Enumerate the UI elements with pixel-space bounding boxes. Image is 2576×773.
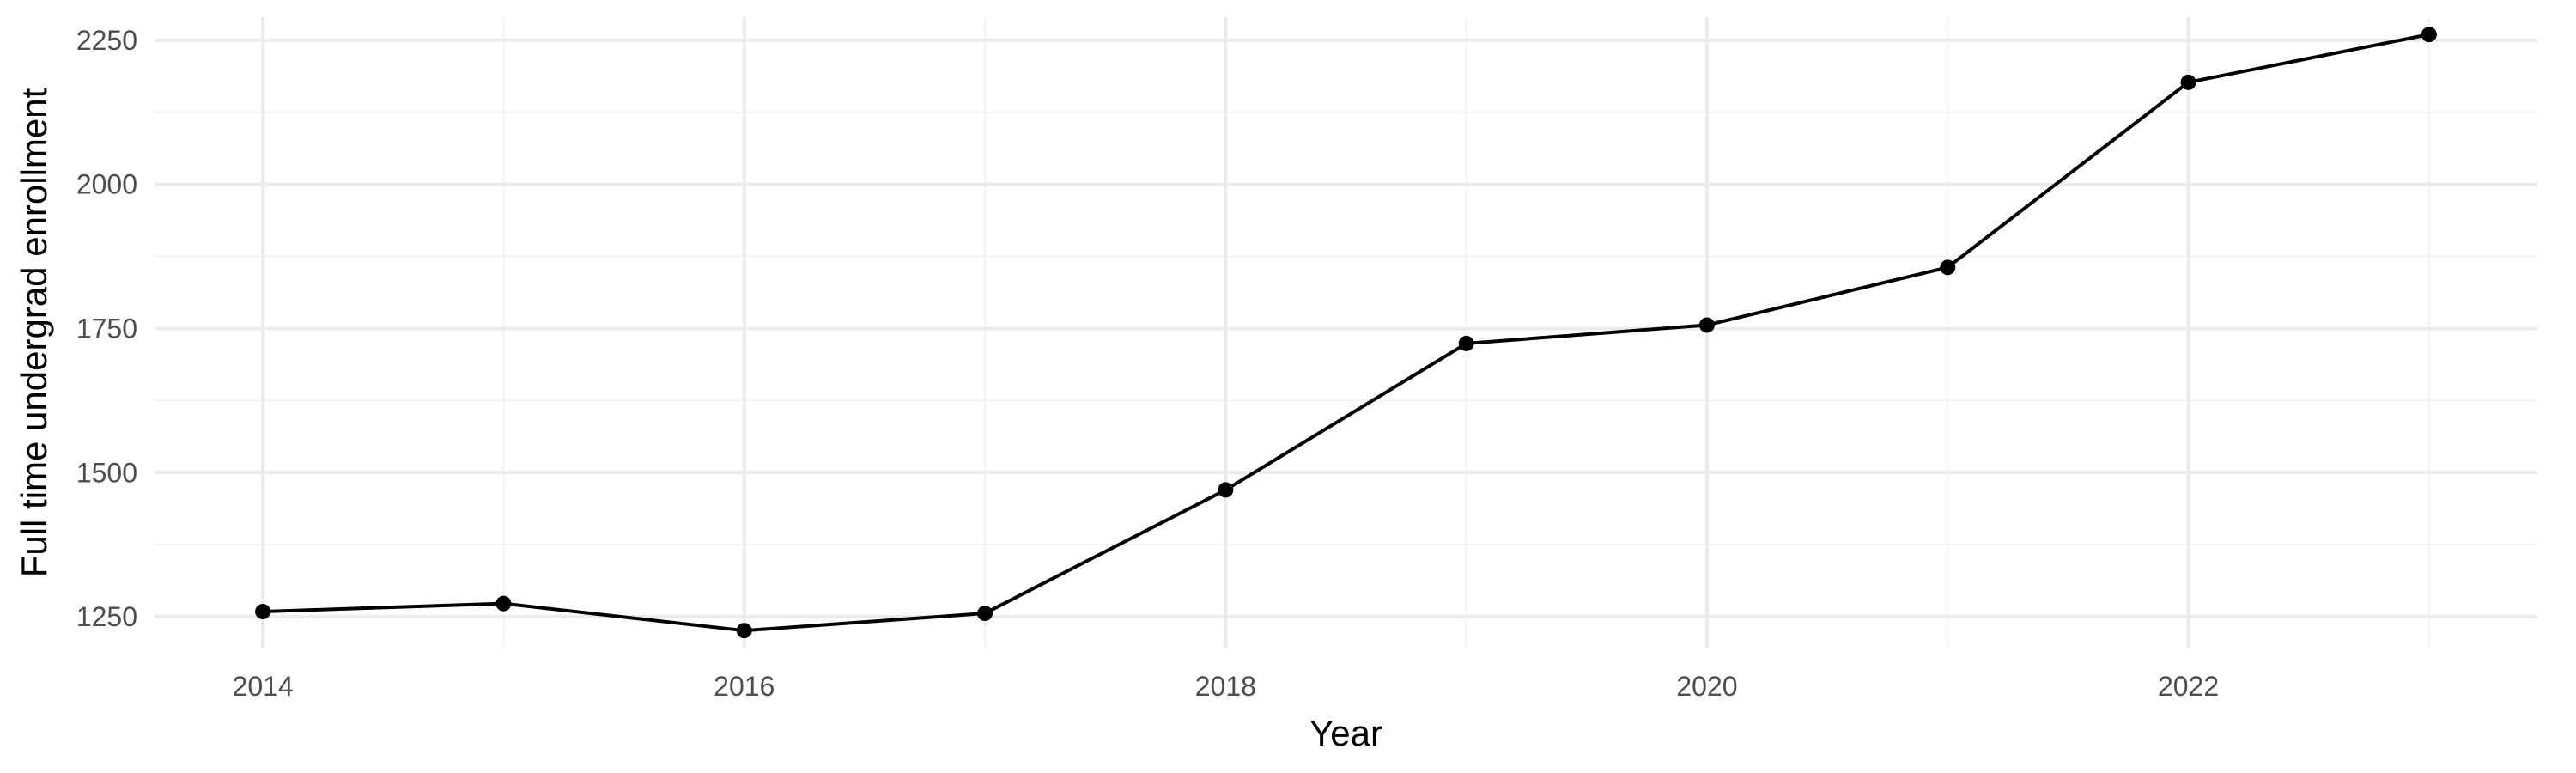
data-point bbox=[2180, 74, 2196, 90]
x-tick-label: 2022 bbox=[2158, 671, 2219, 702]
data-point bbox=[2421, 27, 2437, 43]
data-point bbox=[255, 604, 271, 620]
data-point bbox=[977, 606, 993, 622]
data-point bbox=[1940, 259, 1956, 276]
major-gridlines bbox=[155, 17, 2537, 648]
series-group bbox=[255, 27, 2437, 639]
y-tick-label: 1750 bbox=[76, 313, 137, 344]
y-tick-label: 1500 bbox=[76, 457, 137, 488]
x-tick-label: 2016 bbox=[714, 671, 775, 702]
y-tick-label: 2000 bbox=[76, 169, 137, 200]
data-point bbox=[736, 623, 752, 639]
y-tick-label: 1250 bbox=[76, 601, 137, 632]
data-point bbox=[1458, 335, 1474, 351]
x-axis-title: Year bbox=[1309, 713, 1382, 753]
data-point bbox=[1218, 482, 1234, 498]
x-tick-label: 2014 bbox=[233, 671, 294, 702]
y-tick-label: 2250 bbox=[76, 25, 137, 56]
data-point bbox=[1698, 317, 1715, 333]
y-axis-tick-labels: 1250 1500 1750 2000 2250 bbox=[76, 25, 137, 632]
x-axis-tick-labels: 2014 2016 2018 2020 2022 bbox=[233, 671, 2220, 702]
y-axis-title: Full time undergrad enrollment bbox=[14, 88, 54, 577]
data-point bbox=[495, 595, 512, 612]
series-line bbox=[263, 33, 2430, 633]
minor-gridlines bbox=[155, 17, 2537, 648]
x-tick-label: 2018 bbox=[1195, 671, 1256, 702]
x-tick-label: 2020 bbox=[1676, 671, 1737, 702]
